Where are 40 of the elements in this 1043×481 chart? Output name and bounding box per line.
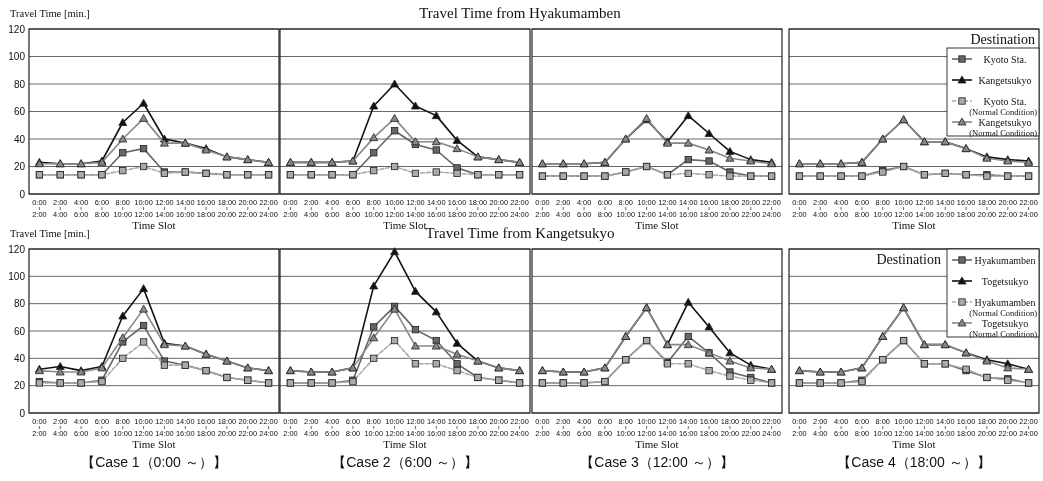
x-axis-title: Time Slot: [892, 438, 936, 450]
legend-label: Togetsukyo (Normal Condition): [969, 317, 1038, 339]
y-tick-label: 40: [13, 352, 26, 364]
legend-label: Kangetsukyo (Normal Condition): [969, 116, 1038, 138]
y-tick-label: 100: [8, 270, 26, 282]
y-axis-title: Travel Time [min.]: [10, 228, 90, 239]
x-axis-title: Time Slot: [132, 219, 176, 231]
x-axis-title: Time Slot: [892, 219, 936, 231]
text: Travel Time from Hyakumamben: [419, 5, 622, 21]
y-tick-label: 60: [13, 106, 26, 117]
legend-title: Destination: [876, 252, 941, 267]
x-axis-title: Time Slot: [383, 438, 427, 450]
text: 【Case 3（12:00 ～）】: [580, 454, 734, 470]
text: Travel Time from Kangetsukyo: [425, 225, 615, 241]
y-tick-label: 100: [8, 51, 26, 62]
y-tick-label: 40: [13, 133, 26, 145]
text: 【Case 2（6:00 ～）】: [332, 454, 478, 470]
y-tick-label: 60: [13, 325, 26, 337]
legend-label: Kangetsukyo: [978, 74, 1032, 86]
x-axis-title: Time Slot: [383, 219, 427, 231]
y-axis-title: Travel Time [min.]: [10, 8, 90, 19]
x-axis-title: Time Slot: [635, 438, 679, 450]
text: 【Case 1（0:00 ～）】: [81, 454, 227, 470]
y-tick-label: 80: [13, 298, 26, 310]
legend-label: Togetsukyo: [981, 275, 1029, 287]
y-tick-label: 20: [13, 380, 26, 392]
legend-label: Hyakumamben: [974, 254, 1036, 266]
y-tick-label: 0: [19, 188, 26, 200]
legend-label: Kyoto Sta.: [983, 53, 1027, 65]
legend-title: Destination: [970, 32, 1035, 47]
x-axis-title: Time Slot: [132, 438, 176, 450]
legend-label: Kyoto Sta. (Normal Condition): [969, 95, 1038, 117]
y-tick-label: 120: [8, 23, 26, 35]
y-tick-label: 20: [13, 161, 26, 172]
x-axis-title: Time Slot: [635, 219, 679, 231]
y-tick-label: 120: [8, 243, 26, 255]
y-tick-label: 80: [13, 78, 26, 90]
legend-label: Hyakumamben (Normal Condition): [969, 296, 1038, 318]
y-tick-label: 0: [19, 407, 26, 419]
text: 【Case 4（18:00 ～）】: [837, 454, 991, 470]
